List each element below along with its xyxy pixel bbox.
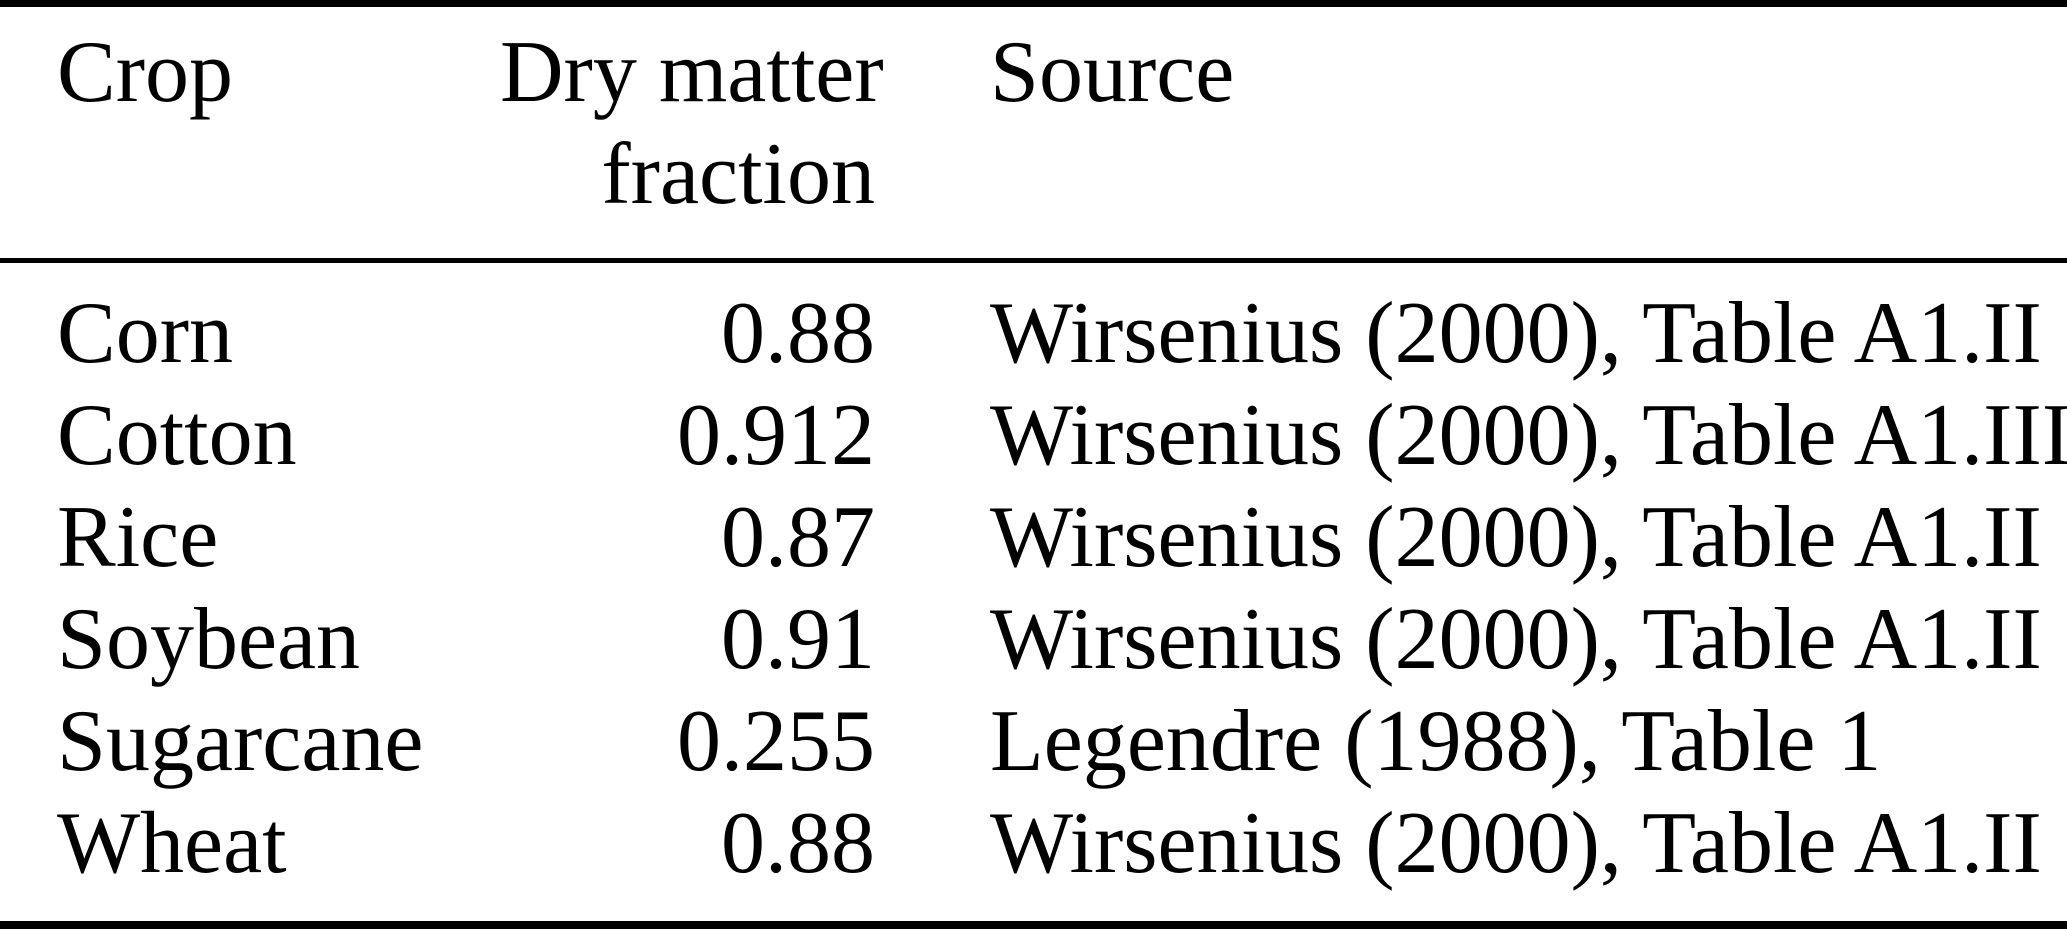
table-row-corn: Corn 0.88 Wirsenius (2000), Table A1.II xyxy=(0,283,2067,385)
cell-crop: Rice xyxy=(57,489,219,586)
cell-crop: Sugarcane xyxy=(57,693,424,790)
table-row-rice: Rice 0.87 Wirsenius (2000), Table A1.II xyxy=(0,487,2067,589)
cell-crop: Corn xyxy=(57,285,233,382)
cell-dry-matter-fraction: 0.91 xyxy=(721,591,875,688)
cell-dry-matter-fraction: 0.255 xyxy=(677,693,875,790)
cell-dry-matter-fraction: 0.912 xyxy=(677,387,875,484)
table-header: Crop Dry matter fraction Source xyxy=(0,7,2067,226)
cell-source: Wirsenius (2000), Table A1.II xyxy=(990,795,2042,892)
header-row: Crop Dry matter fraction Source xyxy=(0,22,2067,226)
table-top-rule xyxy=(0,0,2067,7)
table-row-soybean: Soybean 0.91 Wirsenius (2000), Table A1.… xyxy=(0,589,2067,691)
cell-dry-matter-fraction: 0.88 xyxy=(721,285,875,382)
table-bottom-rule xyxy=(0,921,2067,929)
cell-crop: Wheat xyxy=(57,795,287,892)
table-header-rule xyxy=(0,258,2067,263)
cell-source: Legendre (1988), Table 1 xyxy=(990,693,1882,790)
cell-source: Wirsenius (2000), Table A1.II xyxy=(990,489,2042,586)
cell-source: Wirsenius (2000), Table A1.II xyxy=(990,285,2042,382)
cell-dry-matter-fraction: 0.88 xyxy=(721,795,875,892)
cell-source: Wirsenius (2000), Table A1.II xyxy=(990,591,2042,688)
cell-source: Wirsenius (2000), Table A1.III xyxy=(990,387,2067,484)
cell-dry-matter-fraction: 0.87 xyxy=(721,489,875,586)
header-source: Source xyxy=(990,24,1235,121)
header-crop: Crop xyxy=(57,24,233,121)
table-row-sugarcane: Sugarcane 0.255 Legendre (1988), Table 1 xyxy=(0,691,2067,793)
header-dry-matter-line1: Dry matter xyxy=(500,24,884,121)
table-row-wheat: Wheat 0.88 Wirsenius (2000), Table A1.II xyxy=(0,793,2067,895)
header-dry-matter-line2: fraction xyxy=(601,126,875,223)
header-dry-matter-fraction: Dry matter fraction xyxy=(500,22,884,226)
table-row-cotton: Cotton 0.912 Wirsenius (2000), Table A1.… xyxy=(0,385,2067,487)
cell-crop: Soybean xyxy=(57,591,361,688)
table-body: Corn 0.88 Wirsenius (2000), Table A1.II … xyxy=(0,263,2067,895)
cell-crop: Cotton xyxy=(57,387,297,484)
